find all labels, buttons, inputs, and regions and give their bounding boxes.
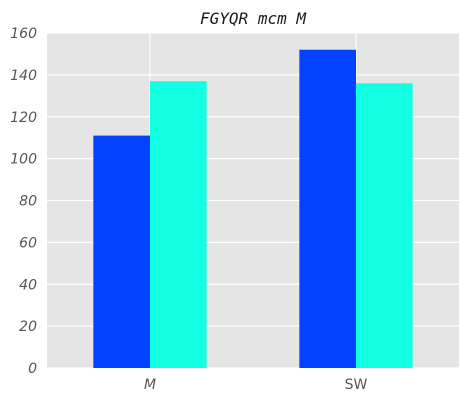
y-tick-label: 0	[28, 361, 37, 377]
y-tick-label: 160	[10, 26, 37, 42]
y-tick-label: 60	[19, 235, 37, 251]
bar-series2-m	[150, 81, 207, 368]
y-tick-label: 40	[19, 277, 37, 293]
y-tick-label: 20	[19, 319, 37, 335]
y-tick-label: 80	[19, 194, 37, 210]
bar-series1-sw	[299, 49, 356, 368]
x-tick-label: SW	[345, 377, 368, 393]
x-tick-label: M	[144, 377, 156, 393]
bar-series1-m	[93, 135, 150, 368]
bars	[93, 49, 413, 368]
chart-title: FGYQR mcm M	[200, 9, 307, 28]
y-tick-label: 100	[10, 152, 37, 168]
y-axis-tick-labels: 0 20 40 60 80 100 120 140 160	[10, 26, 37, 377]
bar-series2-sw	[356, 83, 413, 368]
x-axis-tick-labels: M SW	[144, 377, 368, 393]
y-tick-label: 140	[10, 68, 37, 84]
y-tick-label: 120	[10, 110, 37, 126]
